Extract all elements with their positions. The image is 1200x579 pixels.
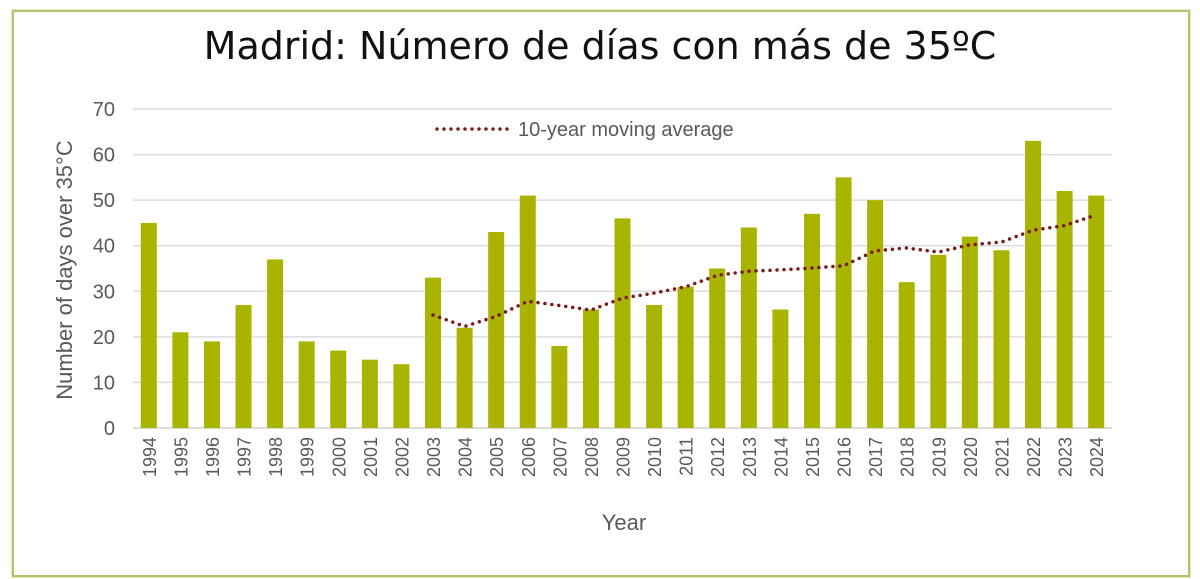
x-tick-label: 2006 [519,437,539,477]
x-tick-label: 2003 [424,437,444,477]
bar-2018 [898,282,915,428]
bar-2023 [1056,191,1073,428]
legend-label: 10-year moving average [518,119,734,141]
bar-2015 [803,213,820,428]
bar-1995 [172,332,189,428]
x-tick-label: 2013 [740,437,760,477]
x-tick-label: 2002 [392,437,412,477]
bar-2004 [456,327,473,428]
bar-2010 [646,304,663,428]
bar-2019 [930,254,947,428]
bar-2009 [614,218,631,428]
x-tick-label: 2023 [1056,437,1076,477]
bar-2001 [361,359,378,428]
bar-1996 [203,341,220,428]
x-tick-label: 2005 [487,437,507,477]
x-tick-label: 2011 [677,437,697,476]
x-tick-label: 1996 [203,437,223,477]
bar-2011 [677,286,694,428]
bar-1999 [298,341,315,428]
y-tick-label: 10 [93,372,115,394]
bar-2008 [582,309,599,428]
bar-2024 [1088,195,1105,428]
x-tick-label: 2008 [582,437,602,477]
x-tick-label: 2001 [361,437,381,477]
x-tick-label: 2012 [708,437,728,477]
chart-frame [12,10,1190,577]
x-tick-label: 2009 [614,437,634,477]
x-tick-label: 1997 [235,437,255,477]
y-axis-title: Number of days over 35°C [52,140,77,400]
y-tick-label: 0 [104,418,115,440]
y-tick-label: 40 [93,236,115,258]
x-tick-label: 2015 [803,437,823,477]
x-tick-label: 2018 [898,437,918,477]
x-tick-label: 2016 [835,437,855,477]
bar-2002 [393,364,410,428]
bar-2016 [835,177,852,428]
bar-1997 [235,304,252,428]
x-tick-label: 2024 [1087,437,1107,477]
bar-2005 [488,232,505,428]
x-tick-label: 2017 [866,437,886,477]
x-tick-label: 2000 [329,437,349,477]
x-tick-label: 2021 [992,437,1012,477]
x-tick-label: 2014 [771,437,791,477]
x-tick-label: 2020 [961,437,981,477]
y-tick-label: 50 [93,190,115,212]
x-tick-label: 2004 [456,437,476,477]
bar-1994 [140,222,157,428]
bar-2014 [772,309,789,428]
bar-2021 [993,250,1010,428]
x-tick-label: 1994 [140,437,160,477]
moving-average-line [431,212,1098,329]
x-tick-label: 1995 [171,437,191,477]
bar-2020 [961,236,978,428]
x-tick-label: 2022 [1024,437,1044,477]
bar-2007 [551,345,568,428]
bar-2017 [867,200,884,428]
bar-2003 [425,277,442,428]
y-tick-label: 20 [93,327,115,349]
y-tick-label: 60 [93,145,115,167]
bar-2000 [330,350,347,428]
x-tick-label: 1998 [266,437,286,477]
bar-2006 [519,195,536,428]
x-tick-label: 1999 [298,437,318,477]
x-axis-title: Year [602,510,646,535]
bar-2013 [740,227,757,428]
y-tick-label: 30 [93,281,115,303]
bar-2022 [1025,140,1042,428]
bar-1998 [267,259,284,428]
y-tick-label: 70 [93,99,115,121]
x-tick-label: 2007 [550,437,570,477]
x-tick-label: 2010 [645,437,665,477]
x-tick-label: 2019 [929,437,949,477]
bar-2012 [709,268,726,428]
chart-title: Madrid: Número de días con más de 35ºC [203,24,997,68]
